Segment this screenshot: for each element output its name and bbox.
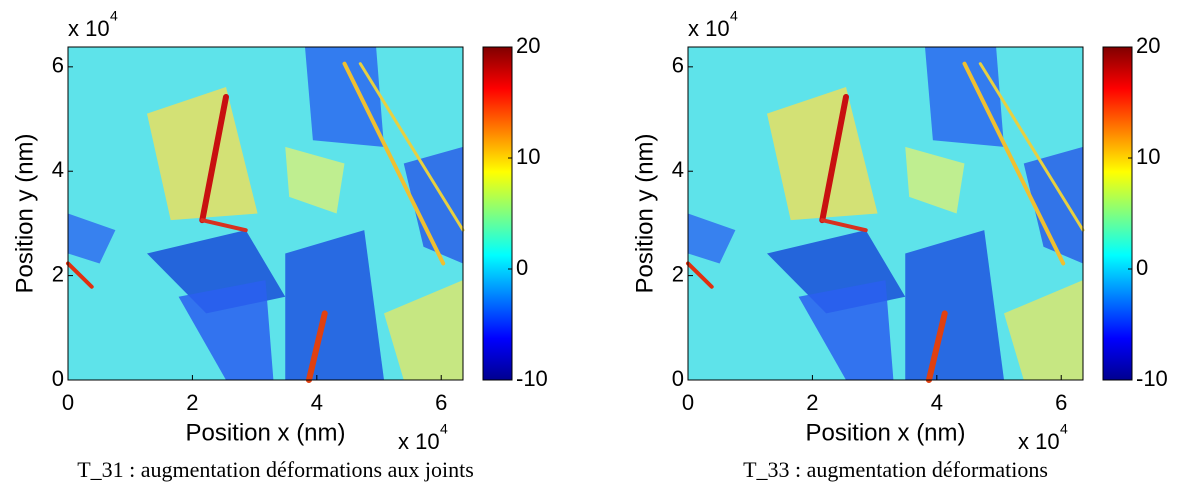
colorbar-tick-label: 0 (516, 255, 528, 280)
heatmap-streak (358, 62, 465, 232)
colorbar-tick-label: 10 (516, 144, 540, 169)
plot-frame (67, 46, 464, 381)
x-tick-label: 6 (1055, 390, 1067, 415)
heatmap-region (905, 146, 965, 214)
x-axis-label: Position x (nm) (185, 419, 345, 446)
y-tick-label: 4 (52, 157, 64, 182)
colorbar-tick-label: -10 (516, 366, 548, 391)
y-multiplier: x 10 (68, 16, 110, 41)
heatmap-streak (342, 61, 446, 266)
heatmap-region (384, 280, 463, 380)
heatmap-streak (820, 218, 868, 233)
colorbar-tick-label: 20 (1136, 33, 1160, 58)
heatmap-streak (686, 261, 714, 289)
y-multiplier-exponent: 4 (730, 8, 738, 24)
heatmap-region (905, 230, 1004, 380)
x-multiplier-exponent: 4 (1060, 421, 1068, 437)
x-tick-label: 4 (311, 390, 323, 415)
y-tick-label: 2 (672, 261, 684, 286)
heatmap-streak (200, 218, 248, 233)
plot-frame (687, 46, 1084, 381)
heatmap-region (403, 146, 463, 264)
y-tick-label: 6 (52, 53, 64, 78)
caption: T_33 : augmentation déformations (743, 457, 1048, 482)
colorbar-tick-label: 10 (1136, 144, 1160, 169)
heatmap-region (147, 86, 258, 221)
heatmap-region (688, 213, 736, 264)
y-tick-label: 6 (672, 53, 684, 78)
heatmap-region (178, 280, 274, 380)
heatmap-region (798, 280, 894, 380)
heatmap-region (1023, 146, 1083, 264)
heatmap-region (68, 213, 116, 264)
colorbar-tick-label: -10 (1136, 366, 1168, 391)
colorbar (482, 46, 513, 381)
x-multiplier: x 10 (398, 429, 440, 454)
y-multiplier: x 10 (688, 16, 730, 41)
x-tick-label: 0 (682, 390, 694, 415)
y-tick-label: 2 (52, 261, 64, 286)
y-tick-label: 4 (672, 157, 684, 182)
x-tick-label: 2 (806, 390, 818, 415)
x-tick-label: 2 (186, 390, 198, 415)
colorbar-tick-label: 0 (1136, 255, 1148, 280)
heatmap-region (1004, 280, 1083, 380)
heatmap-streak (925, 310, 948, 383)
x-tick-label: 6 (435, 390, 447, 415)
x-multiplier: x 10 (1018, 429, 1060, 454)
y-tick-label: 0 (52, 366, 64, 391)
y-axis-label: Position y (nm) (631, 133, 658, 293)
heatmap-streak (819, 93, 849, 224)
x-axis-label: Position x (nm) (805, 419, 965, 446)
heatmap-region (285, 230, 384, 380)
heatmap-region (767, 86, 878, 221)
heatmap-streak (962, 61, 1066, 266)
heatmap-streak (199, 93, 229, 224)
heatmap-streak (305, 310, 328, 383)
heatmap-streak (978, 62, 1085, 232)
colorbar (1102, 46, 1133, 381)
heatmap-region (285, 146, 345, 214)
y-axis-label: Position y (nm) (11, 133, 38, 293)
x-tick-label: 0 (62, 390, 74, 415)
y-tick-label: 0 (672, 366, 684, 391)
x-multiplier-exponent: 4 (440, 421, 448, 437)
y-multiplier-exponent: 4 (110, 8, 118, 24)
colorbar-tick-label: 20 (516, 33, 540, 58)
heatmap-streak (66, 261, 94, 289)
caption: T_31 : augmentation déformations aux joi… (77, 457, 474, 482)
x-tick-label: 4 (931, 390, 943, 415)
